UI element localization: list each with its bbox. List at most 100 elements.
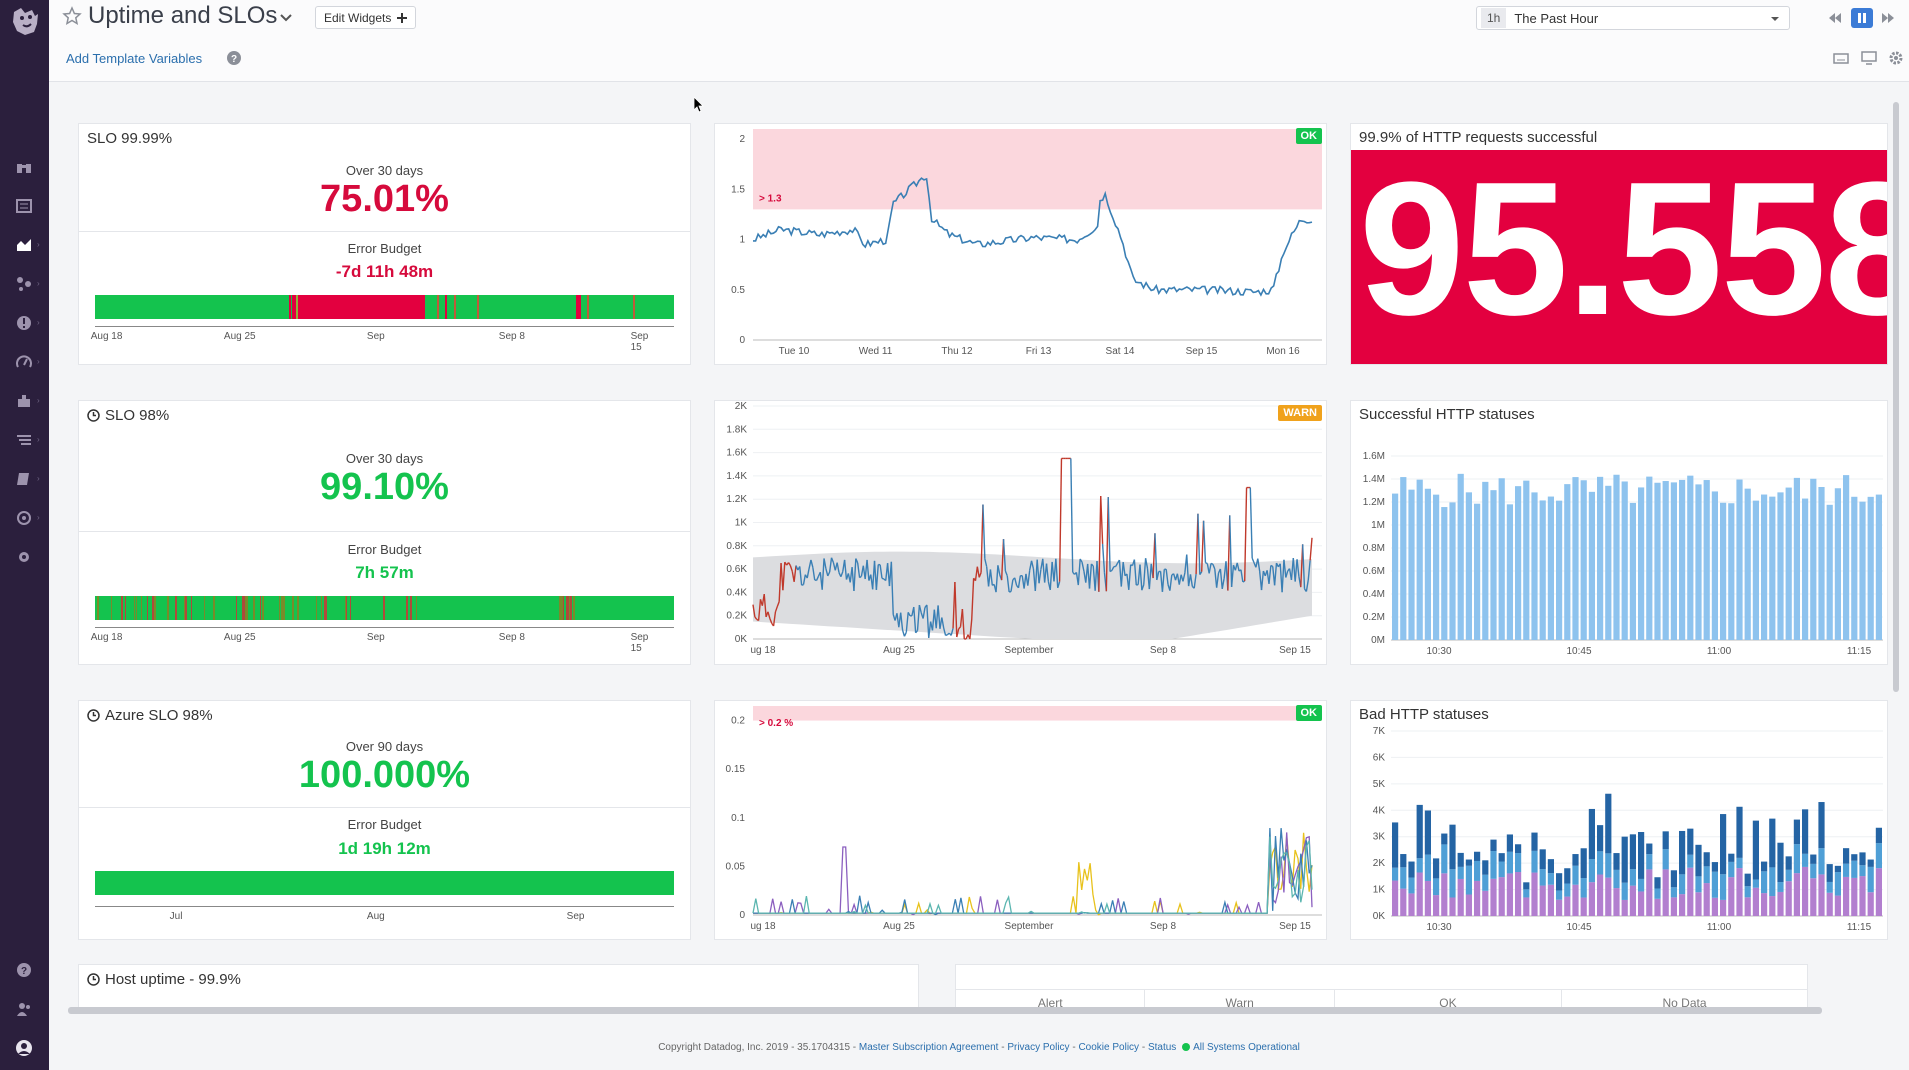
- slo-breach-stripe: [560, 596, 562, 620]
- series-segment: [1197, 513, 1201, 575]
- bar-segment: [1424, 854, 1431, 881]
- series-segment: [787, 562, 791, 566]
- slo-breach-stripe: [566, 596, 568, 620]
- x-tick-label: Fri 13: [1026, 346, 1052, 357]
- bar-segment: [1474, 880, 1481, 916]
- series-segment: [1307, 560, 1311, 581]
- bar: [1793, 477, 1800, 640]
- bar-segment: [1474, 851, 1481, 861]
- slo-value: 75.01%: [320, 178, 449, 220]
- monitors-icon[interactable]: [15, 314, 33, 332]
- series-segment: [776, 601, 780, 607]
- integrations-icon[interactable]: [15, 392, 33, 410]
- slo-widget[interactable]: Azure SLO 98% Over 90 days 100.000% Erro…: [78, 700, 691, 940]
- infrastructure-icon[interactable]: [15, 275, 33, 293]
- bar: [1629, 502, 1636, 640]
- bar: [1859, 501, 1866, 640]
- widget-title-row: Azure SLO 98%: [87, 707, 213, 724]
- series-line: [752, 836, 1313, 914]
- slo-widget[interactable]: SLO 98% Over 30 days 99.10% Error Budget…: [78, 400, 691, 665]
- events-icon[interactable]: [15, 197, 33, 215]
- series-segment: [757, 599, 762, 621]
- slo-widget[interactable]: SLO 99.99% Over 30 days 75.01% Error Bud…: [78, 123, 691, 365]
- apm-icon[interactable]: [15, 353, 33, 371]
- logs-icon[interactable]: [15, 431, 33, 449]
- series-segment: [1260, 570, 1265, 591]
- slo-breach-stripe: [568, 596, 570, 620]
- slo-breach-stripe: [262, 596, 264, 620]
- vertical-scrollbar[interactable]: [1893, 102, 1899, 692]
- pause-button[interactable]: [1851, 8, 1873, 28]
- slo-breach-stripe: [185, 596, 188, 620]
- dashboard-title[interactable]: Uptime and SLOs: [88, 2, 278, 29]
- monitor-summary-widget[interactable]: Alert Warn OK No Data: [955, 964, 1808, 1014]
- bar-segment: [1638, 891, 1645, 916]
- series-segment: [1058, 458, 1063, 582]
- series-segment: [997, 565, 1001, 576]
- y-tick-label: 1K: [1373, 885, 1386, 896]
- gear-icon[interactable]: [1888, 51, 1904, 65]
- host-uptime-widget[interactable]: Host uptime - 99.9%: [78, 964, 919, 1014]
- footer-link-msa[interactable]: Master Subscription Agreement: [858, 1042, 999, 1053]
- series-segment: [978, 572, 982, 578]
- status-badge: OK: [1295, 128, 1322, 144]
- series-segment: [1002, 539, 1007, 572]
- footer-link-status[interactable]: Status: [1147, 1042, 1177, 1053]
- user-avatar-icon[interactable]: [15, 1039, 33, 1057]
- monitor-graph-widget[interactable]: 0K 0.2K 0.4K 0.6K 0.8K 1K 1.2K 1.4K 1.6K 1.8K 2K ug…: [714, 400, 1327, 665]
- chevron-right-icon: ›: [37, 513, 40, 522]
- y-tick-label: 1.8K: [726, 424, 747, 435]
- monitor-graph-widget[interactable]: > 1.3 0 0.5 1 1.5 2 Tue 10 Wed 11 Thu 12 Fri 13 Sa…: [714, 123, 1327, 365]
- slo-time-axis: Aug 18 Aug 25 Sep Sep 8 Sep 15: [91, 627, 674, 654]
- bar-segment: [1785, 856, 1792, 870]
- chevron-down-icon[interactable]: [278, 9, 294, 25]
- y-tick-label: 0.05: [726, 861, 746, 872]
- y-tick-label: 6K: [1373, 752, 1386, 763]
- bar-segment: [1572, 865, 1579, 885]
- bar-segment: [1785, 881, 1792, 916]
- bar-segment: [1744, 886, 1751, 898]
- bar-segment: [1400, 854, 1407, 868]
- bar-segment: [1777, 891, 1784, 916]
- tv-mode-icon[interactable]: [1861, 51, 1877, 65]
- keyboard-icon[interactable]: [1833, 51, 1849, 65]
- x-tick-label: 11:00: [1707, 646, 1732, 657]
- slo-breach-stripe: [140, 596, 143, 620]
- notebooks-icon[interactable]: [15, 470, 33, 488]
- timeseries-bar-widget[interactable]: Successful HTTP statuses 0M 0.2M 0.4M 0.6M 0…: [1350, 400, 1888, 665]
- y-tick-label: 0M: [1371, 635, 1385, 646]
- edit-widgets-button[interactable]: Edit Widgets: [315, 6, 417, 29]
- rewind-button[interactable]: [1824, 8, 1846, 28]
- x-tick-label: Thu 12: [941, 346, 973, 357]
- synthetics-icon[interactable]: [15, 509, 33, 527]
- binoculars-icon[interactable]: [15, 158, 33, 176]
- team-icon[interactable]: [15, 1000, 33, 1018]
- series-segment: [1111, 566, 1115, 571]
- fast-forward-button[interactable]: [1877, 8, 1899, 28]
- datadog-logo-icon[interactable]: [8, 4, 42, 38]
- timeseries-bar-widget[interactable]: Bad HTTP statuses 0K 1K 2K 3K 4K 5K 6K 7K 10:30 1…: [1350, 700, 1888, 940]
- bar-segment: [1810, 854, 1817, 864]
- dashboards-icon[interactable]: [15, 236, 33, 254]
- star-icon[interactable]: [62, 6, 82, 26]
- question-circle-icon[interactable]: ?: [227, 51, 241, 65]
- bar-segment: [1490, 878, 1497, 916]
- bar-segment: [1621, 899, 1628, 916]
- timeframe-selector[interactable]: 1h The Past Hour: [1476, 6, 1790, 30]
- series-segment: [859, 575, 862, 579]
- footer-link-privacy[interactable]: Privacy Policy: [1007, 1042, 1070, 1053]
- slo-breach-stripe: [570, 596, 572, 620]
- slo-breach-stripe: [323, 596, 326, 620]
- x-tick-label: September: [1005, 921, 1055, 932]
- query-value-widget[interactable]: 99.9% of HTTP requests successful 95.558…: [1350, 123, 1888, 365]
- horizontal-scrollbar[interactable]: [68, 1007, 1822, 1014]
- bar-segment: [1752, 820, 1759, 880]
- footer-link-cookie[interactable]: Cookie Policy: [1078, 1042, 1140, 1053]
- slo-breach-stripe: [344, 596, 346, 620]
- help-circle-icon[interactable]: ?: [15, 961, 33, 979]
- bar-segment: [1441, 833, 1448, 845]
- system-status-link[interactable]: All Systems Operational: [1193, 1042, 1300, 1053]
- add-template-variables-link[interactable]: Add Template Variables: [66, 51, 203, 66]
- monitor-graph-widget[interactable]: > 0.2 % 0 0.05 0.1 0.15 0.2 ug 18 Aug 25 Septemb…: [714, 700, 1327, 940]
- security-icon[interactable]: [15, 548, 33, 566]
